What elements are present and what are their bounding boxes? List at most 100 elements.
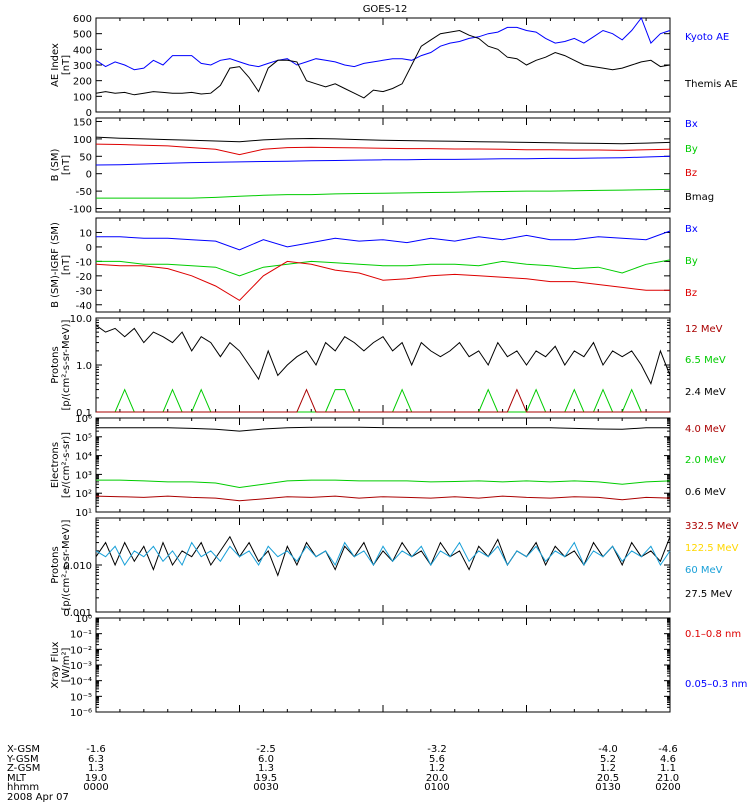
ephemeris-value: 21.0	[656, 772, 680, 784]
y-axis-label: [nT]	[61, 255, 72, 275]
legend-label: 122.5 MeV	[685, 543, 739, 554]
ephemeris-value: 1.1	[660, 763, 676, 775]
ytick-label: 0.010	[63, 561, 92, 572]
legend-label: Bmag	[685, 192, 714, 203]
ephemeris-row: Z-GSM 1.3 1.3 1.2 1.2 1.1	[7, 764, 747, 774]
ephemeris-value: -4.0	[598, 744, 618, 755]
legend-label: 2.0 MeV	[685, 455, 726, 466]
series-line-2-0-mev	[96, 479, 671, 489]
legend-label: 0.1–0.8 nm	[685, 629, 741, 640]
y-axis-label: Protons	[50, 346, 61, 383]
ytick-label: -10	[76, 257, 92, 268]
series-line-4-0-mev	[95, 495, 671, 502]
ephemeris-value: 20.5	[596, 772, 620, 784]
ytick-label: -20	[76, 272, 92, 283]
series-line-bx	[95, 136, 671, 145]
ephemeris-value: 1.2	[600, 763, 616, 775]
ephemeris-label: Y-GSM	[7, 753, 39, 765]
ytick-label: 10⁵	[75, 433, 92, 444]
ytick-label: 0	[86, 243, 92, 254]
series-line-bx	[96, 230, 671, 251]
ytick-label: 100	[73, 92, 92, 103]
ytick-label: 0	[86, 108, 92, 119]
ephemeris-value: 5.2	[600, 753, 616, 765]
ytick-label: 600	[73, 14, 92, 25]
ephemeris-label: X-GSM	[7, 744, 41, 755]
ephemeris-value: 0200	[655, 782, 681, 794]
ephemeris-value: 0130	[595, 782, 621, 794]
ytick-label: 150	[73, 117, 92, 128]
legend-label: 27.5 MeV	[685, 589, 732, 600]
legend-label: Themis AE	[684, 79, 738, 90]
ephemeris-value: 4.6	[660, 753, 676, 765]
ephemeris-table: X-GSM -1.6 -2.5 -3.2 -4.0 -4.6 Y-GSM 6.3 6.0 5.6 5…	[7, 745, 747, 803]
ephemeris-label: MLT	[7, 772, 26, 784]
ytick-label: 10⁻⁴	[70, 677, 92, 688]
ytick-label: 10.0	[70, 314, 92, 325]
ephemeris-value: 20.0	[425, 772, 449, 784]
y-axis-label: [nT]	[61, 55, 72, 75]
y-axis-label: Electrons	[50, 442, 61, 488]
ytick-label: 1.0	[76, 361, 92, 372]
series-line-12-mev	[96, 388, 670, 413]
series-line-0-6-mev	[96, 426, 670, 432]
y-axis-label: AE Index	[50, 43, 61, 87]
y-axis-label: Xray Flux	[50, 641, 61, 688]
ytick-label: 10	[79, 228, 92, 239]
ytick-label: 10⁻⁶	[70, 708, 92, 719]
panel-ae: 0 100 200 300 400 500 600 AE Index [nT] Kyoto AE T…	[50, 14, 738, 119]
ytick-label: 10³	[75, 470, 92, 481]
panel-frame	[95, 417, 671, 513]
legend-label: Bx	[685, 224, 698, 235]
legend-label: 332.5 MeV	[685, 521, 739, 532]
ytick-label: 10¹	[75, 508, 92, 519]
panel-frame	[95, 617, 671, 713]
legend-label: 2.4 MeV	[685, 387, 726, 398]
ytick-label: 50	[79, 152, 92, 163]
ephemeris-value: 6.0	[258, 753, 274, 765]
ephemeris-value: 1.3	[88, 763, 104, 775]
panel-electrons: 10⁶ 10⁵ 10⁴ 10³ 10² 10¹ Electrons [e/(cm²-s-sr)…	[50, 414, 726, 519]
legend-label: 60 MeV	[685, 565, 723, 576]
series-line-themis-ae	[95, 29, 671, 99]
series-line-bz	[95, 260, 670, 302]
legend-label: Kyoto AE	[685, 32, 729, 43]
ephemeris-value: 1.2	[429, 763, 445, 775]
legend-label: 6.5 MeV	[685, 355, 726, 366]
panel-protons2: 0.010 0.001 Protons [p/(cm²-s-sr-MeV)] 332.5…	[50, 517, 739, 619]
legend-label: Bx	[685, 119, 698, 130]
panel-protons1: 10.0 1.0 0.1 Protons [p/(cm²-s-sr-MeV)] 12 Me…	[50, 314, 726, 419]
ephemeris-row: hhmm 0000 0030 0100 0130 0200	[7, 783, 747, 793]
legend-label: By	[685, 144, 698, 155]
ephemeris-value: 0100	[424, 782, 450, 794]
ytick-label: -30	[76, 286, 92, 297]
legend-label: By	[685, 256, 698, 267]
legend-label: 0.6 MeV	[685, 487, 726, 498]
series-line-bz	[95, 155, 671, 166]
legend-label: Bz	[685, 168, 697, 179]
panel-bsm: -100 -50 0 50 100 150 B (SM) [nT] Bx By Bz Bmag	[50, 117, 714, 215]
ytick-label: 200	[73, 77, 92, 88]
legend-label: 0.05–0.3 nm	[685, 679, 747, 690]
legend-label: 4.0 MeV	[685, 424, 726, 435]
series-line-bmag	[96, 188, 671, 199]
series-line-by	[95, 143, 671, 156]
y-axis-label: B (SM)	[50, 148, 61, 181]
ephemeris-date: 2008 Apr 07	[7, 791, 69, 803]
y-axis-label: [p/(cm²-s-sr-MeV)]	[61, 519, 72, 610]
y-axis-label: [p/(cm²-s-sr-MeV)]	[61, 319, 72, 410]
panel-bigrf: -40 -30 -20 -10 0 10 B (SM)-IGRF (SM) [nT] Bx By B…	[50, 217, 698, 313]
ephemeris-value: -3.2	[427, 744, 447, 755]
y-axis-label: [nT]	[61, 155, 72, 175]
ytick-label: 10⁴	[75, 452, 92, 463]
y-axis-label: Protons	[50, 546, 61, 583]
y-axis-label: B (SM)-IGRF (SM)	[50, 222, 61, 308]
ytick-label: -100	[69, 205, 92, 216]
ytick-label: 0.1	[76, 408, 92, 419]
ephemeris-label: hhmm	[7, 782, 40, 794]
ytick-label: 300	[73, 61, 92, 72]
panel-xray: 10⁰ 10⁻¹ 10⁻² 10⁻³ 10⁻⁴ 10⁻⁵ 10⁻⁶ Xray Flux [W/m…	[50, 614, 747, 719]
ephemeris-row: MLT 19.0 19.5 20.0 20.5 21.0	[7, 772, 747, 784]
ytick-label: 10⁻⁵	[70, 692, 92, 703]
y-axis-label: [e/(cm²-s-sr)]	[61, 432, 72, 498]
